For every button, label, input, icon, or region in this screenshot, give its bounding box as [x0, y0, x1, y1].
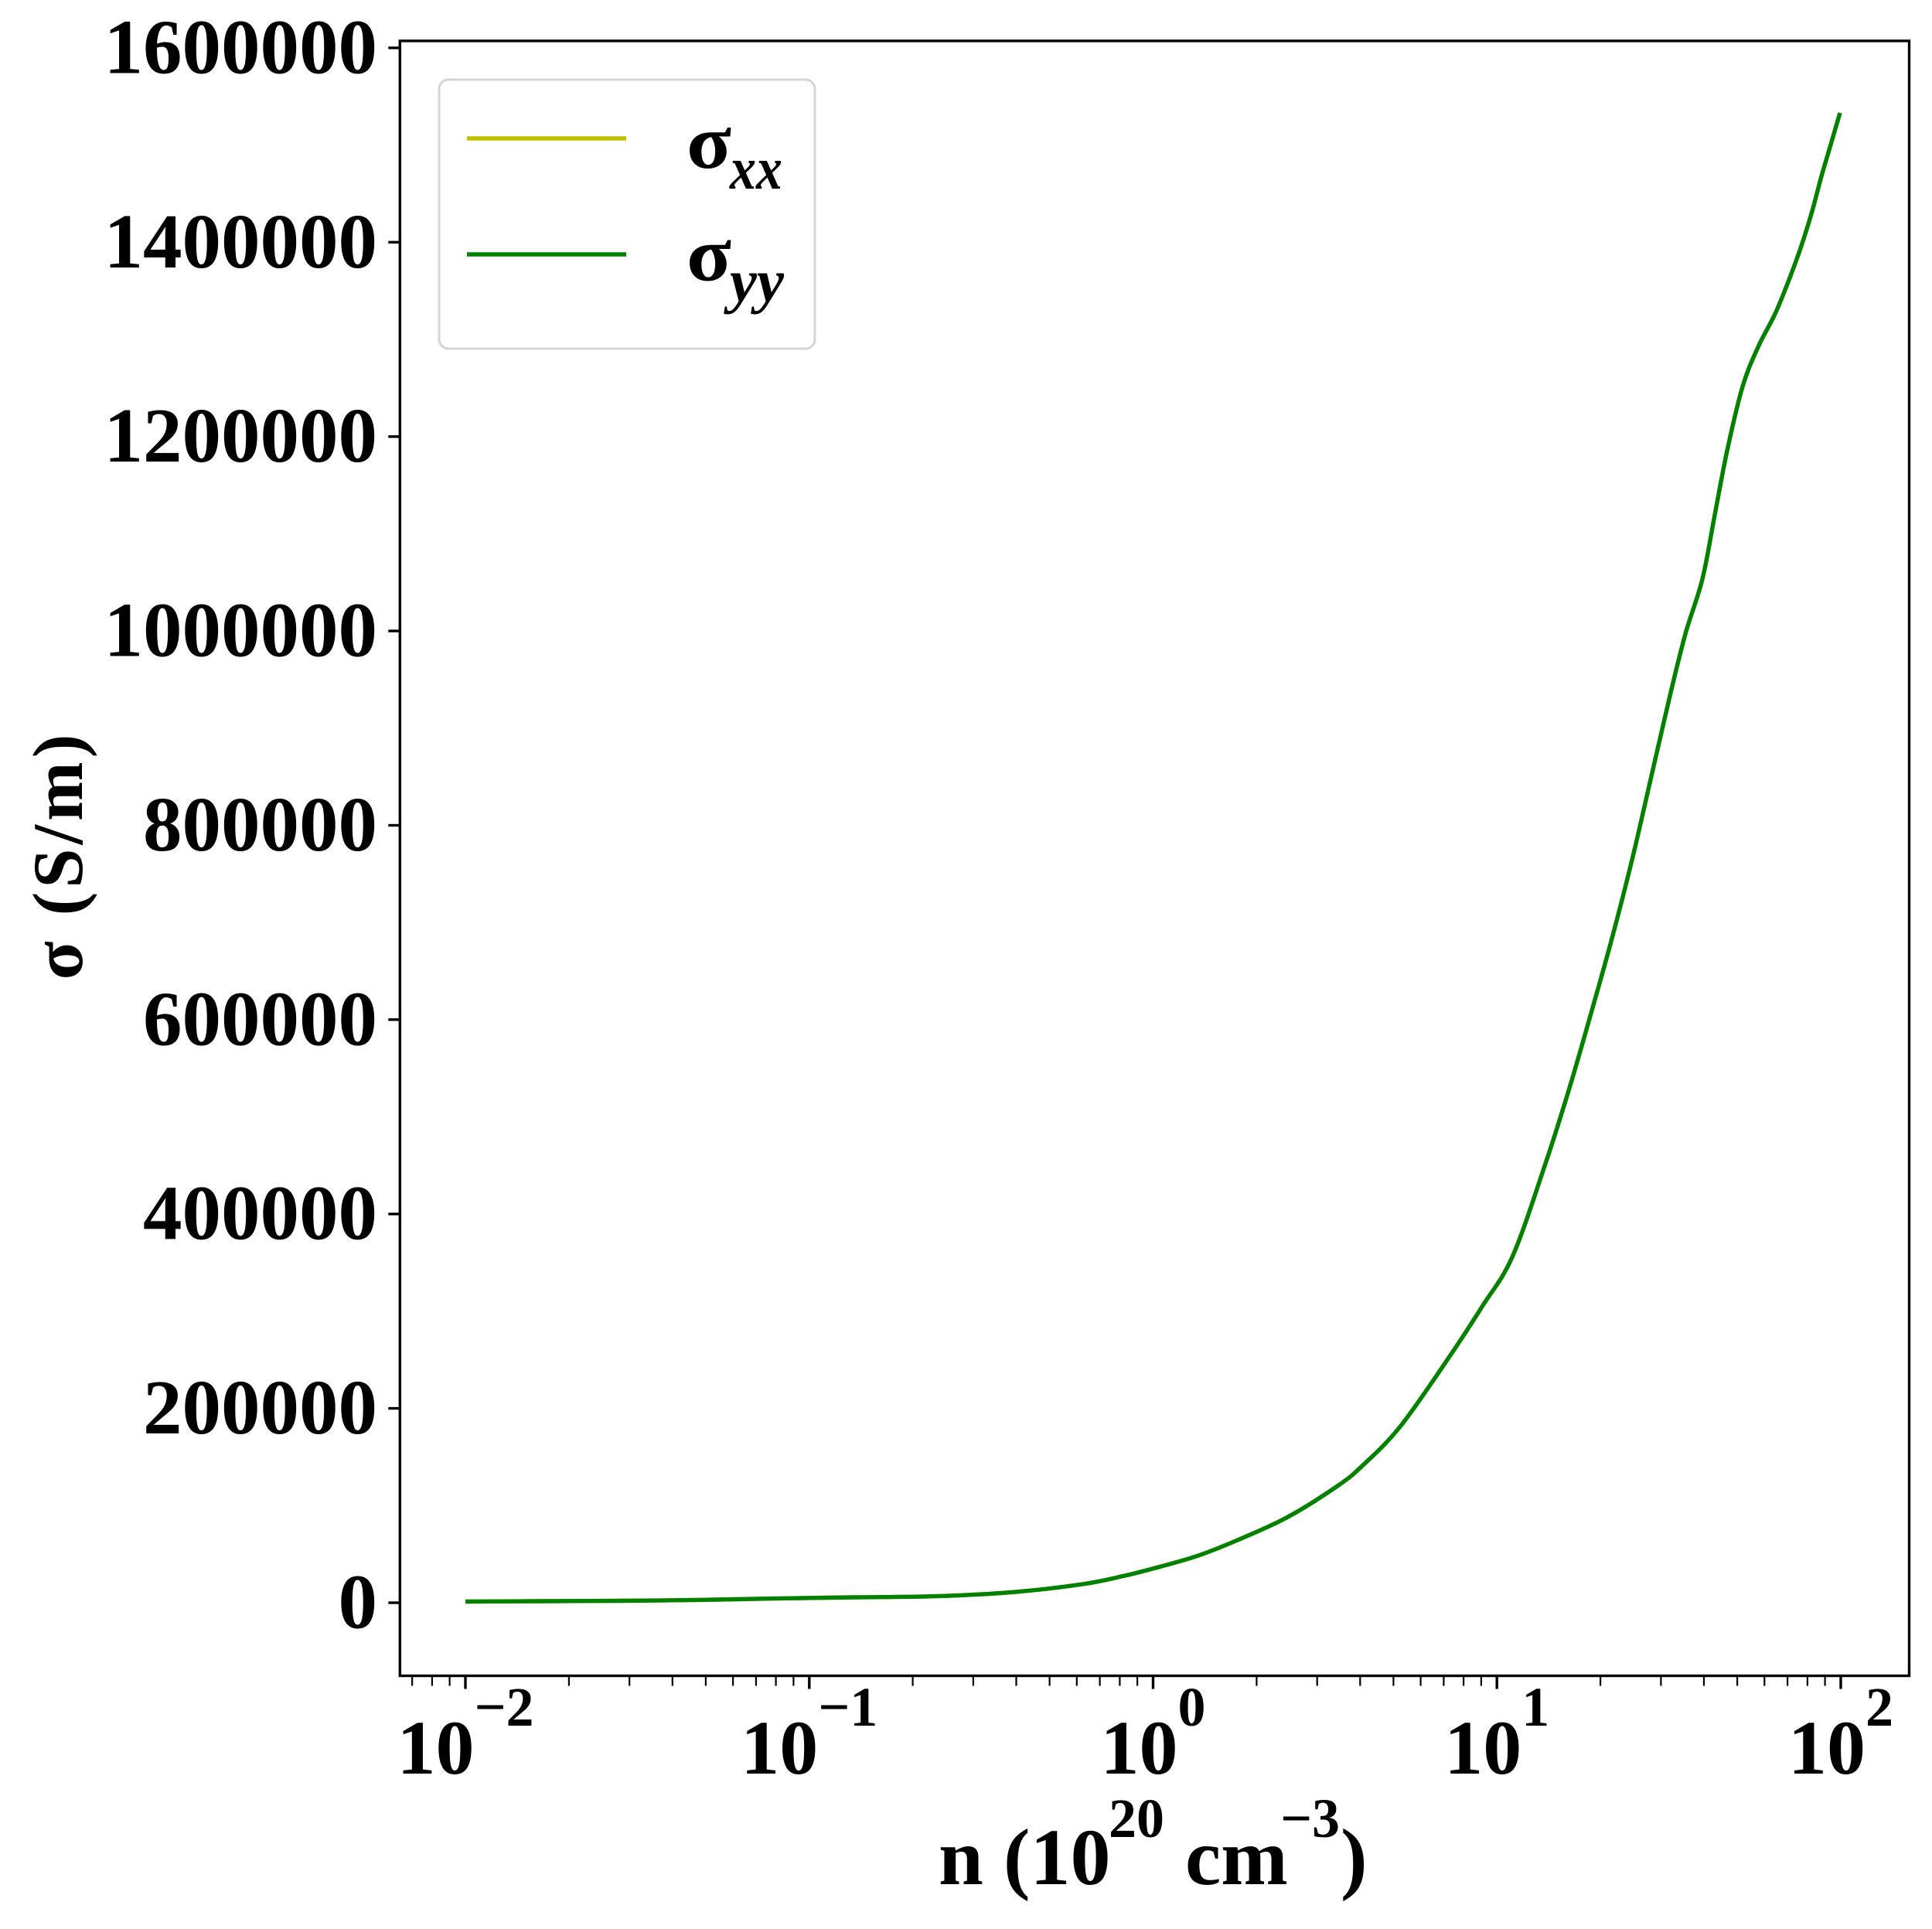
svg-text:20: 20 — [1109, 1788, 1164, 1849]
svg-text:n (10: n (10 — [939, 1813, 1110, 1902]
svg-text:cm: cm — [1185, 1813, 1288, 1902]
svg-text:−3: −3 — [1280, 1788, 1340, 1849]
svg-text:σ (S/m): σ (S/m) — [19, 731, 97, 980]
svg-text:xx: xx — [729, 135, 782, 202]
svg-text:400000: 400000 — [143, 1170, 377, 1256]
svg-text:1600000: 1600000 — [104, 3, 378, 90]
svg-text:0: 0 — [339, 1559, 378, 1645]
svg-text:1000000: 1000000 — [104, 587, 378, 673]
svg-text:): ) — [1341, 1813, 1368, 1902]
svg-text:800000: 800000 — [143, 781, 377, 867]
svg-text:σ: σ — [687, 99, 731, 185]
svg-text:600000: 600000 — [143, 975, 377, 1062]
svg-text:1200000: 1200000 — [104, 392, 378, 479]
svg-text:yy: yy — [724, 247, 784, 315]
svg-text:200000: 200000 — [143, 1364, 377, 1450]
svg-text:1400000: 1400000 — [104, 198, 378, 285]
svg-text:σ: σ — [687, 212, 731, 298]
